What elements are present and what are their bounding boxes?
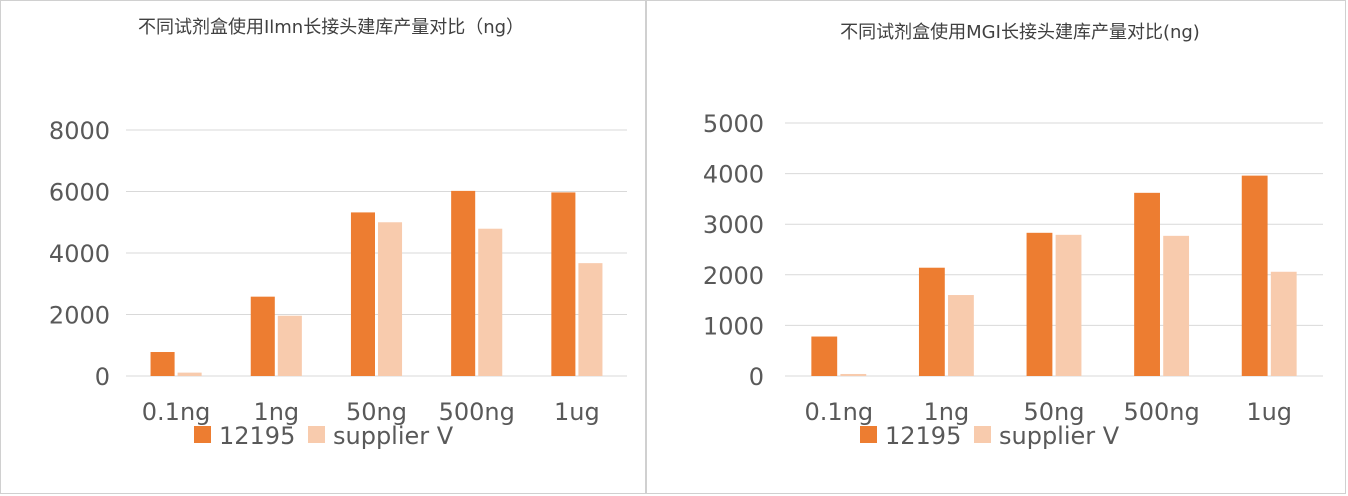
x-tick-label: 1ng: [253, 398, 299, 426]
y-tick-label: 0: [95, 363, 110, 391]
bar-series1: [1134, 192, 1160, 376]
bar-series2: [1055, 234, 1082, 376]
x-tick-label: 1ug: [1246, 398, 1292, 426]
bar-series2: [378, 222, 403, 376]
bar-series1: [1026, 232, 1053, 376]
x-tick-label: 50ng: [1024, 398, 1085, 426]
bar-series1: [811, 336, 838, 376]
x-tick-label: 500ng: [439, 398, 515, 426]
bar-series2: [277, 315, 302, 376]
chart-title: 不同试剂盒使用MGI长接头建库产量对比(ng): [840, 22, 1200, 43]
bar-series1: [918, 267, 945, 376]
chart-panel-right: 不同试剂盒使用MGI长接头建库产量对比(ng) 0 1000 2000 3000 400…: [646, 0, 1346, 494]
bar-series1: [551, 192, 576, 376]
legend-swatch: [974, 426, 991, 443]
y-tick-label: 8000: [49, 117, 110, 145]
chart-panel-left: 不同试剂盒使用Ilmn长接头建库产量对比（ng） 0 2000 4000 6000 80…: [0, 0, 646, 494]
bar-series1: [150, 352, 175, 376]
bar-series2: [840, 373, 867, 376]
legend-label: supplier V: [333, 422, 454, 450]
y-tick-label: 2000: [703, 262, 764, 290]
x-tick-label: 500ng: [1123, 398, 1199, 426]
bar-series2: [177, 372, 202, 376]
bar-series1: [350, 212, 375, 376]
bar-series1: [250, 296, 275, 376]
bar-series2: [1163, 235, 1190, 376]
legend-swatch: [860, 426, 877, 443]
y-tick-label: 6000: [49, 179, 110, 207]
bar-series2: [478, 228, 503, 376]
chart-left: 不同试剂盒使用Ilmn长接头建库产量对比（ng） 0 2000 4000 6000 80…: [49, 17, 627, 450]
legend-label: 12195: [219, 422, 295, 450]
legend-swatch: [194, 426, 211, 443]
bar-series2: [948, 295, 974, 376]
legend-label: supplier V: [999, 422, 1120, 450]
chart-right: 不同试剂盒使用MGI长接头建库产量对比(ng) 0 1000 2000 3000 400…: [703, 22, 1323, 450]
x-tick-label: 50ng: [346, 398, 407, 426]
x-tick-label: 0.1ng: [142, 398, 211, 426]
x-tick-label: 1ug: [554, 398, 600, 426]
legend-label: 12195: [885, 422, 961, 450]
y-tick-label: 1000: [703, 312, 764, 340]
bar-series1: [1241, 175, 1268, 376]
y-tick-label: 0: [749, 363, 764, 391]
y-tick-label: 4000: [703, 161, 764, 189]
bar-series1: [451, 190, 476, 376]
bar-series2: [578, 263, 603, 376]
bar-series2: [1270, 271, 1297, 376]
x-tick-label: 1ng: [924, 398, 970, 426]
chart-title: 不同试剂盒使用Ilmn长接头建库产量对比（ng）: [138, 17, 524, 38]
y-tick-label: 3000: [703, 211, 764, 239]
y-tick-label: 4000: [49, 240, 110, 268]
y-tick-label: 2000: [49, 302, 110, 330]
legend-swatch: [308, 426, 325, 443]
y-tick-label: 5000: [703, 110, 764, 138]
x-tick-label: 0.1ng: [804, 398, 873, 426]
